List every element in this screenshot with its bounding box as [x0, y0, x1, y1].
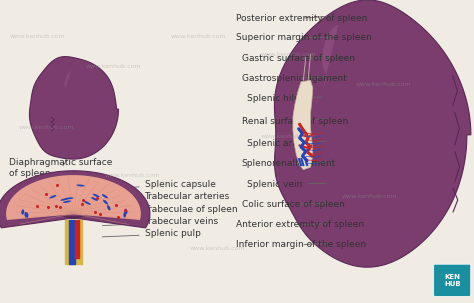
Text: www.kenhub.com: www.kenhub.com — [19, 125, 74, 130]
Text: Inferior margin of the spleen: Inferior margin of the spleen — [236, 240, 366, 249]
Ellipse shape — [92, 194, 100, 197]
Text: Splenic pulp: Splenic pulp — [102, 229, 201, 238]
Text: www.kenhub.com: www.kenhub.com — [190, 246, 245, 251]
Ellipse shape — [63, 201, 71, 203]
Text: Trabecular arteries: Trabecular arteries — [109, 192, 230, 201]
Ellipse shape — [49, 195, 56, 198]
Polygon shape — [64, 70, 71, 88]
Polygon shape — [322, 25, 338, 91]
Ellipse shape — [125, 209, 128, 214]
Ellipse shape — [107, 205, 110, 211]
Ellipse shape — [26, 212, 28, 218]
Ellipse shape — [24, 212, 27, 218]
Text: Splenic capsule: Splenic capsule — [111, 180, 216, 189]
Polygon shape — [29, 57, 118, 159]
Text: KEN
HUB: KEN HUB — [444, 274, 461, 287]
Ellipse shape — [102, 194, 108, 198]
Text: Diaphragmatic surface
of spleen: Diaphragmatic surface of spleen — [9, 158, 113, 178]
Text: www.kenhub.com: www.kenhub.com — [9, 34, 65, 39]
Text: www.kenhub.com: www.kenhub.com — [171, 34, 226, 39]
Text: Gastrosplenic ligament: Gastrosplenic ligament — [242, 74, 346, 83]
Text: Splenic artery: Splenic artery — [247, 138, 327, 148]
Text: Splenic hilum: Splenic hilum — [247, 94, 322, 103]
Polygon shape — [0, 171, 150, 228]
Text: Colic surface of spleen: Colic surface of spleen — [242, 200, 345, 209]
Text: Gastric surface of spleen: Gastric surface of spleen — [242, 54, 355, 63]
Polygon shape — [274, 0, 471, 267]
Text: Trabeculae of spleen: Trabeculae of spleen — [109, 205, 238, 214]
Text: www.kenhub.com: www.kenhub.com — [356, 82, 411, 87]
Ellipse shape — [84, 201, 91, 205]
Text: Anterior extremity of spleen: Anterior extremity of spleen — [236, 220, 364, 229]
Ellipse shape — [91, 197, 98, 201]
Ellipse shape — [65, 197, 73, 199]
Text: Superior margin of the spleen: Superior margin of the spleen — [236, 33, 372, 42]
Text: www.kenhub.com: www.kenhub.com — [85, 64, 141, 69]
Ellipse shape — [60, 198, 68, 201]
Ellipse shape — [123, 212, 126, 218]
FancyBboxPatch shape — [434, 264, 471, 296]
Polygon shape — [293, 80, 313, 170]
Text: www.kenhub.com: www.kenhub.com — [261, 52, 316, 57]
Text: www.kenhub.com: www.kenhub.com — [104, 173, 160, 178]
Ellipse shape — [76, 185, 85, 186]
Text: www.kenhub.com: www.kenhub.com — [261, 134, 316, 139]
Text: Splenic vein: Splenic vein — [247, 180, 327, 189]
Text: www.kenhub.com: www.kenhub.com — [341, 195, 397, 199]
Text: Renal surface of spleen: Renal surface of spleen — [242, 117, 348, 126]
Ellipse shape — [21, 209, 24, 215]
Text: Splenorenalligament: Splenorenalligament — [242, 159, 336, 168]
Polygon shape — [6, 175, 141, 220]
Text: Posterior extremity of spleen: Posterior extremity of spleen — [236, 14, 367, 23]
Ellipse shape — [103, 200, 108, 205]
Text: Trabecular veins: Trabecular veins — [102, 217, 219, 226]
